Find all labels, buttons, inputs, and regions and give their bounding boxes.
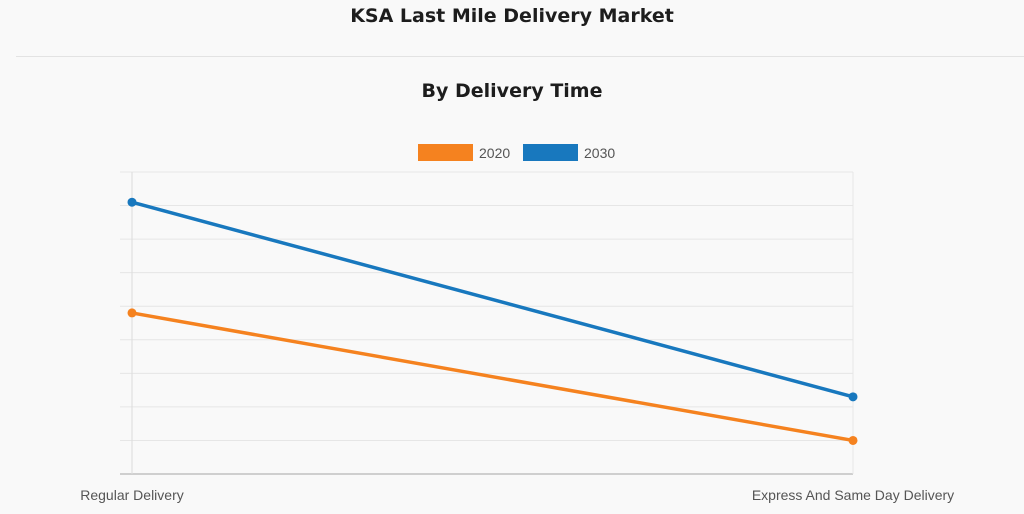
data-point-2030-1 xyxy=(848,392,858,402)
series-lines xyxy=(127,197,858,445)
legend-label-2030: 2030 xyxy=(584,145,615,161)
series-line-2020 xyxy=(131,311,854,443)
page-title: KSA Last Mile Delivery Market xyxy=(350,5,674,27)
x-tick-label: Express And Same Day Delivery xyxy=(752,487,954,503)
gridlines xyxy=(120,171,854,475)
legend-label-2020: 2020 xyxy=(479,145,510,161)
x-axis-labels: Regular Delivery Express And Same Day Del… xyxy=(80,487,954,503)
data-point-2020-0 xyxy=(127,308,137,318)
legend-swatch-2020 xyxy=(418,144,473,161)
data-point-2020-1 xyxy=(848,435,858,445)
x-tick-label: Regular Delivery xyxy=(80,487,183,503)
header-divider xyxy=(16,56,1024,57)
series-line-2030 xyxy=(131,200,854,399)
legend: 2020 2030 xyxy=(418,144,615,161)
chart-title: By Delivery Time xyxy=(421,80,603,102)
legend-swatch-2030 xyxy=(523,144,578,161)
data-point-2030-0 xyxy=(127,197,137,207)
